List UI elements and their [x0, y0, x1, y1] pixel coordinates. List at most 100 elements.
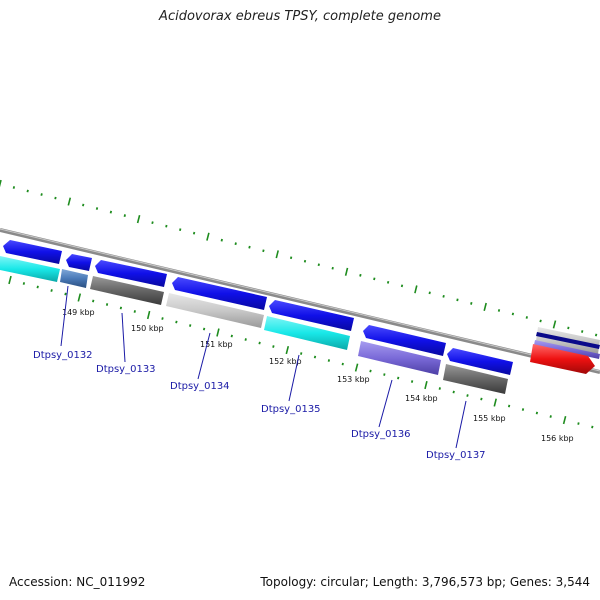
minor-tick [386, 280, 390, 284]
minor-tick [466, 394, 469, 397]
major-tick [275, 250, 279, 259]
minor-tick [341, 362, 344, 366]
minor-tick [369, 369, 372, 373]
minor-tick [577, 422, 580, 425]
outer-tick-ring [0, 179, 598, 337]
genome-backbone [0, 228, 600, 374]
minor-tick [442, 294, 445, 298]
minor-tick [133, 310, 136, 313]
tick-label: 153 kbp [337, 375, 370, 384]
major-tick [67, 197, 72, 206]
cds-arrow [269, 300, 354, 331]
minor-tick [438, 387, 441, 390]
feature-bar [358, 341, 441, 375]
minor-tick [567, 326, 570, 330]
feature-bar [60, 269, 88, 288]
feature-bar [166, 293, 264, 328]
feature-bar [443, 364, 508, 394]
callout-line [378, 379, 393, 428]
tick-label: 155 kbp [473, 414, 506, 423]
cds-arrow [363, 325, 446, 356]
minor-tick [151, 221, 154, 225]
minor-tick [400, 284, 404, 288]
minor-tick [12, 186, 16, 189]
tick-label: 150 kbp [131, 324, 164, 333]
minor-tick [300, 352, 303, 355]
tick-label: 154 kbp [405, 394, 438, 403]
minor-tick [327, 359, 331, 362]
minor-tick [189, 324, 192, 327]
major-tick [0, 179, 2, 188]
minor-tick [175, 320, 178, 324]
minor-tick [248, 245, 251, 249]
minor-tick [123, 214, 126, 218]
minor-tick [179, 228, 182, 232]
minor-tick [397, 376, 400, 380]
minor-tick [317, 263, 320, 267]
minor-tick [373, 277, 376, 281]
callout-line [197, 332, 211, 380]
minor-tick [82, 203, 85, 207]
minor-tick [272, 345, 275, 348]
minor-tick [594, 333, 598, 337]
tick-label: 149 kbp [62, 308, 95, 317]
minor-tick [161, 317, 164, 320]
minor-tick [313, 355, 317, 359]
major-tick [344, 267, 349, 276]
major-tick [77, 293, 82, 302]
map-title: Acidovorax ebreus TPSY, complete genome [159, 9, 441, 24]
genome-backbone-highlight [0, 228, 600, 372]
feature-bar [90, 276, 164, 305]
minor-tick [92, 299, 95, 303]
gene-label: Dtpsy_0133 [96, 364, 156, 375]
minor-tick [220, 238, 223, 242]
major-tick [146, 310, 151, 320]
minor-tick [202, 327, 206, 331]
minor-tick [50, 289, 53, 292]
minor-tick [480, 397, 483, 401]
minor-tick [230, 334, 233, 338]
minor-tick [581, 330, 584, 333]
major-tick [414, 285, 418, 294]
feature-bar [264, 316, 350, 350]
minor-tick [383, 373, 386, 376]
minor-tick [234, 242, 237, 246]
minor-tick [521, 408, 525, 411]
major-tick [483, 302, 487, 311]
feature-bar [0, 256, 60, 282]
minor-tick [535, 411, 539, 415]
gene-label: Dtpsy_0134 [170, 381, 230, 392]
minor-tick [165, 224, 168, 228]
minor-tick [105, 303, 109, 306]
major-tick [8, 275, 12, 285]
minor-tick [410, 380, 414, 383]
major-tick [136, 215, 141, 224]
minor-tick [95, 207, 99, 210]
major-tick [354, 363, 359, 372]
gene-label: Dtpsy_0137 [426, 450, 486, 461]
tick-label: 151 kbp [200, 340, 233, 349]
minor-tick [262, 249, 265, 253]
minor-tick [511, 312, 515, 316]
callout-line [121, 312, 126, 363]
forward-strand-features [3, 240, 600, 375]
minor-tick [36, 285, 39, 289]
scale-labels: 149 kbp 150 kbp 151 kbp 152 kbp 153 kbp … [62, 308, 574, 443]
cds-arrow [447, 348, 513, 375]
gene-label: Dtpsy_0135 [261, 404, 321, 415]
callout-line [60, 285, 69, 347]
cds-arrow [66, 254, 92, 271]
gene-label: Dtpsy_0136 [351, 429, 411, 440]
minor-tick [26, 189, 29, 193]
gene-callouts [60, 285, 467, 449]
cds-bar [534, 340, 600, 359]
minor-tick [507, 404, 511, 408]
minor-tick [497, 309, 501, 312]
minor-tick [289, 256, 293, 260]
minor-tick [549, 415, 552, 418]
tick-label: 152 kbp [269, 357, 302, 366]
minor-tick [192, 231, 196, 235]
cds-arrow [95, 260, 167, 287]
callout-line [288, 354, 300, 402]
